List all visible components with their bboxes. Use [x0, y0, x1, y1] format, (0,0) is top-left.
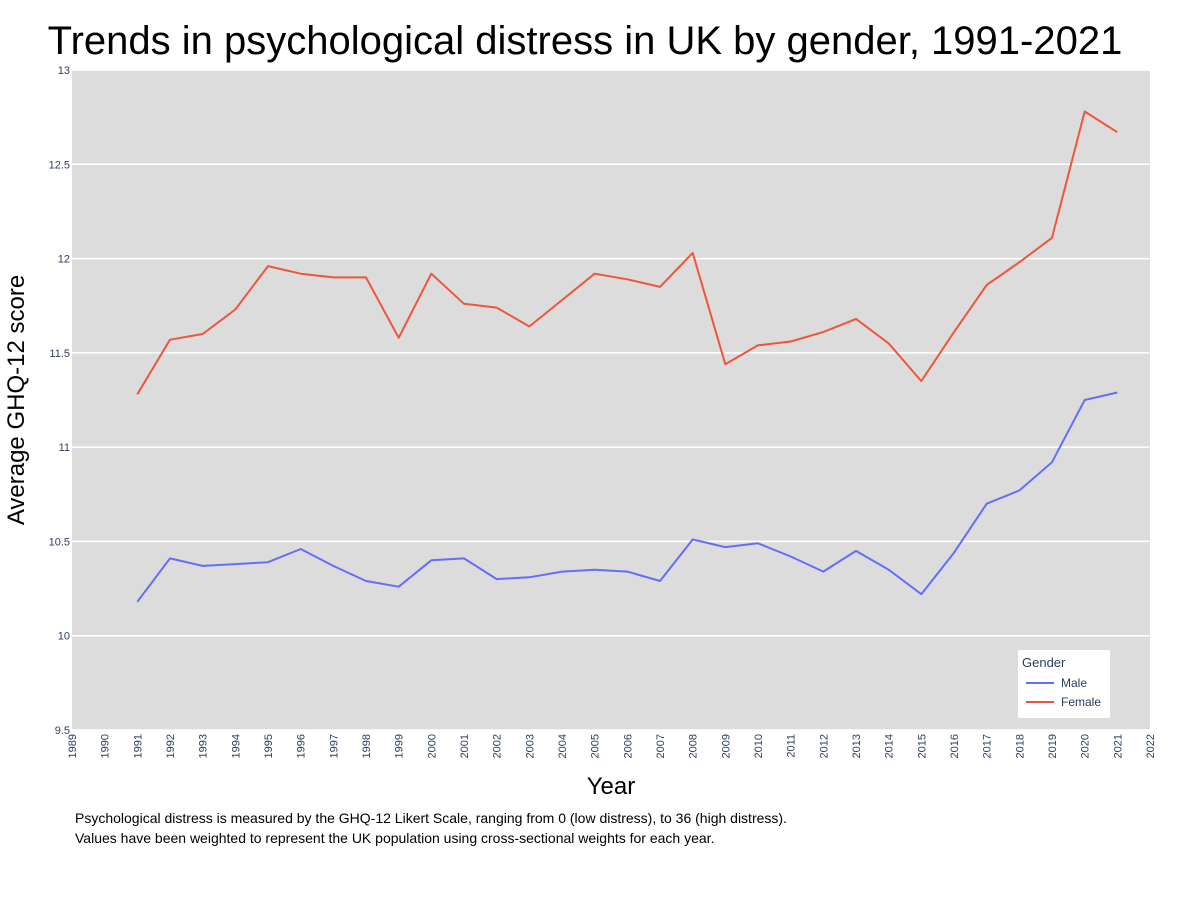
- x-tick-label: 2008: [688, 734, 700, 758]
- x-tick-label: 2013: [851, 734, 863, 758]
- legend-label-male: Male: [1061, 676, 1087, 690]
- x-tick-label: 2007: [655, 734, 667, 758]
- x-tick-label: 1990: [100, 734, 112, 758]
- x-tick-label: 2006: [622, 734, 634, 758]
- x-tick-label: 2019: [1047, 734, 1059, 758]
- y-tick-label: 12.5: [49, 159, 70, 171]
- x-axis-label: Year: [587, 773, 636, 800]
- caption-line-2: Values have been weighted to represent t…: [75, 830, 715, 846]
- x-tick-label: 2002: [492, 734, 504, 758]
- x-tick-label: 1991: [132, 734, 144, 758]
- series-line-male: [136, 391, 1118, 603]
- x-tick-label: 1997: [328, 734, 340, 758]
- x-tick-label: 2015: [916, 734, 928, 758]
- x-tick-label: 1996: [296, 734, 308, 758]
- x-tick-label: 2001: [459, 734, 471, 758]
- x-tick-label: 1989: [67, 734, 79, 758]
- x-tick-label: 1995: [263, 734, 275, 758]
- x-tick-label: 2011: [786, 734, 798, 758]
- x-tick-label: 2014: [884, 734, 896, 758]
- y-axis-label: Average GHQ-12 score: [3, 275, 30, 525]
- caption-line-1: Psychological distress is measured by th…: [75, 810, 787, 826]
- x-tick-label: 1992: [165, 734, 177, 758]
- y-tick-label: 10: [58, 631, 70, 643]
- series-lines: [136, 110, 1118, 603]
- x-tick-label: 2020: [1080, 734, 1092, 758]
- x-tick-label: 2000: [426, 734, 438, 758]
- x-tick-label: 2009: [720, 734, 732, 758]
- x-tick-label: 2005: [590, 734, 602, 758]
- y-tick-label: 11.5: [49, 348, 70, 360]
- y-tick-label: 9.5: [55, 725, 70, 737]
- y-tick-label: 13: [58, 65, 70, 77]
- x-tick-label: 2016: [949, 734, 961, 758]
- legend-title: Gender: [1022, 655, 1066, 670]
- y-tick-label: 12: [58, 254, 70, 266]
- chart-title: Trends in psychological distress in UK b…: [48, 19, 1123, 63]
- y-tick-label: 10.5: [49, 536, 70, 548]
- x-tick-label: 2017: [982, 734, 994, 758]
- x-tick-label: 2018: [1014, 734, 1026, 758]
- x-tick-label: 1999: [394, 734, 406, 758]
- x-tick-label: 2004: [557, 734, 569, 758]
- plot-background: [72, 70, 1150, 730]
- x-tick-label: 2010: [753, 734, 765, 758]
- x-tick-label: 2012: [818, 734, 830, 758]
- series-line-female: [136, 110, 1118, 395]
- x-tick-label: 2022: [1145, 734, 1157, 758]
- y-tick-label: 11: [59, 442, 70, 454]
- legend: Gender Male Female: [1018, 650, 1110, 718]
- gridlines: [72, 69, 1150, 731]
- x-tick-label: 1993: [198, 734, 210, 758]
- x-axis-ticks: 1989 1990 1991 1992 1993 1994 1995 1996 1997 1998…: [67, 734, 1157, 758]
- x-tick-label: 2021: [1112, 734, 1124, 758]
- x-tick-label: 1998: [361, 734, 373, 758]
- legend-label-female: Female: [1061, 695, 1101, 709]
- legend-items: Male Female: [1026, 676, 1101, 709]
- x-tick-label: 2003: [524, 734, 536, 758]
- x-tick-label: 1994: [230, 734, 242, 758]
- y-axis-ticks: 9.5 10 10.5 11 11.5 12 12.5 13: [49, 65, 70, 737]
